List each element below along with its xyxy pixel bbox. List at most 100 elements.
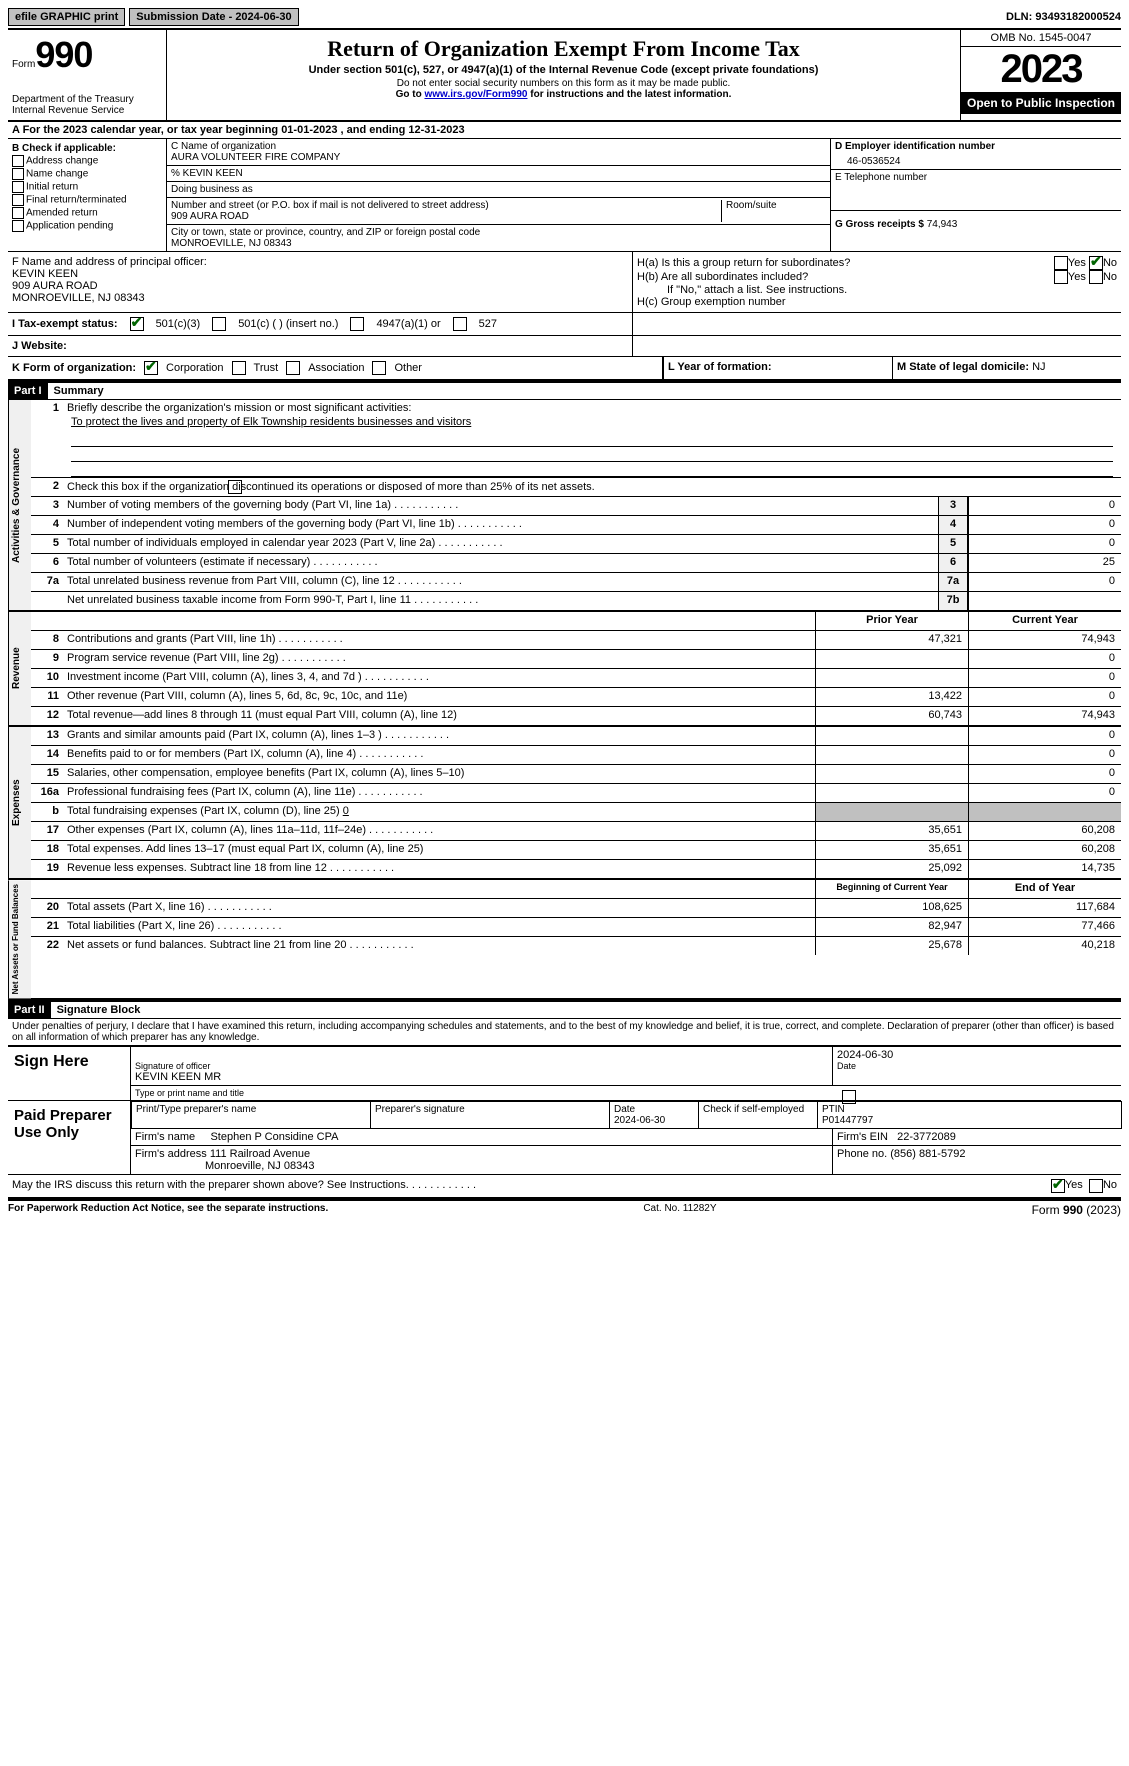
footer-center: Cat. No. 11282Y (328, 1203, 1031, 1217)
checkbox-501c[interactable] (212, 317, 226, 331)
prior-16a (815, 784, 968, 802)
checkbox-other[interactable] (372, 361, 386, 375)
street-address: 909 AURA ROAD (171, 211, 721, 222)
tax-exempt-label: I Tax-exempt status: (12, 318, 118, 330)
discuss-text: May the IRS discuss this return with the… (12, 1179, 1051, 1193)
ein-label: D Employer identification number (835, 141, 1117, 152)
firm-name-label: Firm's name (135, 1131, 195, 1143)
checkbox-amended[interactable] (12, 207, 24, 219)
h-b-note: If "No," attach a list. See instructions… (637, 284, 1117, 296)
declaration: Under penalties of perjury, I declare th… (8, 1019, 1121, 1046)
prior-9 (815, 650, 968, 668)
form-org-label: K Form of organization: (12, 362, 136, 374)
prior-21: 82,947 (815, 918, 968, 936)
checkbox-name-change[interactable] (12, 168, 24, 180)
checkbox-final-return[interactable] (12, 194, 24, 206)
firm-ein: 22-3772089 (897, 1131, 956, 1143)
yes-label: Yes (1068, 257, 1086, 269)
part-2-label: Part II (8, 1002, 51, 1018)
checkbox-discuss-yes[interactable] (1051, 1179, 1065, 1193)
state-domicile-value: NJ (1032, 361, 1045, 373)
curr-13: 0 (968, 727, 1121, 745)
checkbox-discuss-no[interactable] (1089, 1179, 1103, 1193)
form-note1: Do not enter social security numbers on … (175, 78, 952, 89)
officer-name: KEVIN KEEN (12, 268, 628, 280)
prior-11: 13,422 (815, 688, 968, 706)
city-state-zip: MONROEVILLE, NJ 08343 (171, 238, 826, 249)
checkbox-discontinued[interactable] (228, 480, 242, 494)
website-label: J Website: (12, 340, 67, 352)
checkbox-501c3[interactable] (130, 317, 144, 331)
line-7b-text: Net unrelated business taxable income fr… (63, 592, 938, 610)
goto-pre: Go to (396, 89, 425, 100)
gross-receipts-value: 74,943 (927, 219, 958, 230)
checkbox-initial-return[interactable] (12, 181, 24, 193)
state-domicile-label: M State of legal domicile: (897, 361, 1029, 373)
line-16a-text: Professional fundraising fees (Part IX, … (63, 784, 815, 802)
section-a: A For the 2023 calendar year, or tax yea… (8, 122, 1121, 139)
checkbox-trust[interactable] (232, 361, 246, 375)
prior-year-head: Prior Year (815, 612, 968, 630)
phone-label: E Telephone number (835, 172, 1117, 183)
officer-city: MONROEVILLE, NJ 08343 (12, 292, 628, 304)
prep-sig-head: Preparer's signature (371, 1102, 610, 1129)
expenses-section: Expenses 13Grants and similar amounts pa… (8, 727, 1121, 880)
discuss-row: May the IRS discuss this return with the… (8, 1175, 1121, 1199)
side-net-assets: Net Assets or Fund Balances (8, 880, 31, 998)
goto-post: for instructions and the latest informat… (527, 89, 731, 100)
line-22-text: Net assets or fund balances. Subtract li… (63, 937, 815, 955)
prep-date-head: Date (614, 1104, 635, 1115)
prior-18: 35,651 (815, 841, 968, 859)
checkbox-address-change[interactable] (12, 155, 24, 167)
line-16b-text: Total fundraising expenses (Part IX, col… (67, 805, 343, 817)
checkbox-hb-no[interactable] (1089, 270, 1103, 284)
curr-14: 0 (968, 746, 1121, 764)
line-18-text: Total expenses. Add lines 13–17 (must eq… (63, 841, 815, 859)
prior-20: 108,625 (815, 899, 968, 917)
part-1-label: Part I (8, 383, 48, 399)
opt-name-change: Name change (26, 169, 88, 180)
checkbox-app-pending[interactable] (12, 220, 24, 232)
footer-form-post: (2023) (1083, 1203, 1121, 1217)
checkbox-ha-no[interactable] (1089, 256, 1103, 270)
form-header: Form990 Department of the Treasury Inter… (8, 30, 1121, 122)
line-8-text: Contributions and grants (Part VIII, lin… (63, 631, 815, 649)
no-label-2: No (1103, 271, 1117, 283)
department: Department of the Treasury Internal Reve… (12, 94, 162, 116)
prep-name-head: Print/Type preparer's name (132, 1102, 371, 1129)
curr-22: 40,218 (968, 937, 1121, 955)
checkbox-4947[interactable] (350, 317, 364, 331)
side-governance: Activities & Governance (8, 400, 31, 610)
officer-signature-name: KEVIN KEEN MR (135, 1071, 828, 1083)
checkbox-hb-yes[interactable] (1054, 270, 1068, 284)
checkbox-527[interactable] (453, 317, 467, 331)
dln-label: DLN: (1006, 11, 1032, 23)
checkbox-corp[interactable] (144, 361, 158, 375)
checkbox-ha-yes[interactable] (1054, 256, 1068, 270)
opt-assoc: Association (308, 362, 364, 374)
prior-14 (815, 746, 968, 764)
sign-here-label: Sign Here (8, 1047, 131, 1100)
type-name-label: Type or print name and title (131, 1086, 1121, 1100)
checkbox-self-employed[interactable] (842, 1090, 856, 1104)
officer-label: F Name and address of principal officer: (12, 256, 628, 268)
prior-13 (815, 727, 968, 745)
h-c-label: H(c) Group exemption number (637, 296, 1117, 308)
part-2-title: Signature Block (51, 1002, 147, 1018)
line-5-text: Total number of individuals employed in … (63, 535, 938, 553)
curr-15: 0 (968, 765, 1121, 783)
checkbox-assoc[interactable] (286, 361, 300, 375)
mission-text: To protect the lives and property of Elk… (67, 414, 1117, 430)
dln: DLN: 93493182000524 (1006, 11, 1121, 23)
firm-phone-label: Phone no. (837, 1148, 887, 1160)
officer-addr: 909 AURA ROAD (12, 280, 628, 292)
side-revenue: Revenue (8, 612, 31, 725)
irs-link[interactable]: www.irs.gov/Form990 (424, 89, 527, 100)
val-7a: 0 (968, 573, 1121, 591)
opt-other: Other (394, 362, 422, 374)
ein-value: 46-0536524 (835, 152, 1117, 167)
prior-8: 47,321 (815, 631, 968, 649)
line-3-text: Number of voting members of the governin… (63, 497, 938, 515)
efile-print-button[interactable]: efile GRAPHIC print (8, 8, 125, 26)
current-year-head: Current Year (968, 612, 1121, 630)
